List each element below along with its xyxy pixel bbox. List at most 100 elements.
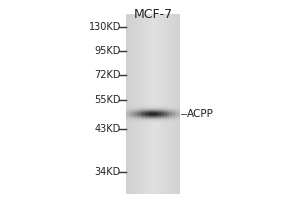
Bar	[172, 116, 175, 117]
Bar	[172, 113, 175, 114]
Bar	[126, 109, 129, 110]
Text: 72KD: 72KD	[94, 70, 121, 80]
Bar	[169, 121, 172, 122]
Bar	[137, 104, 140, 105]
Bar	[172, 115, 175, 116]
Bar	[167, 111, 169, 112]
Bar	[140, 122, 142, 123]
Bar	[134, 114, 137, 115]
Bar	[137, 116, 140, 117]
Bar	[156, 121, 158, 122]
Bar	[167, 107, 169, 108]
Bar	[129, 121, 131, 122]
Bar	[158, 104, 161, 105]
Bar	[140, 110, 142, 111]
Bar	[177, 111, 180, 112]
Bar	[134, 105, 137, 106]
Bar	[156, 118, 158, 119]
Bar	[153, 111, 156, 112]
Bar	[164, 117, 166, 118]
Bar	[175, 121, 177, 122]
Bar	[158, 116, 161, 117]
Bar	[145, 122, 148, 123]
Bar	[134, 113, 137, 114]
Bar	[164, 118, 166, 119]
Bar	[129, 110, 131, 111]
Bar	[153, 105, 156, 106]
Bar	[140, 105, 142, 106]
Bar	[129, 120, 131, 121]
Bar	[177, 109, 180, 110]
Bar	[148, 123, 150, 124]
Bar	[126, 120, 129, 121]
Bar	[137, 120, 140, 121]
Bar	[142, 107, 145, 108]
Bar	[153, 120, 156, 121]
Bar	[175, 104, 177, 105]
Bar	[150, 117, 153, 118]
Bar	[126, 119, 129, 120]
Bar	[142, 106, 145, 107]
Bar	[153, 108, 156, 109]
Bar	[164, 109, 166, 110]
Bar	[167, 117, 169, 118]
Bar	[134, 120, 137, 121]
Bar	[153, 115, 156, 116]
Bar	[172, 122, 175, 123]
Bar	[126, 121, 129, 122]
Bar	[148, 113, 150, 114]
Bar	[156, 113, 158, 114]
Bar	[150, 122, 153, 123]
Bar	[164, 112, 166, 113]
Bar	[175, 110, 177, 111]
Bar	[164, 121, 166, 122]
Bar	[142, 122, 145, 123]
Bar	[131, 122, 134, 123]
Bar	[177, 112, 180, 113]
Bar	[148, 108, 150, 109]
Bar	[137, 112, 140, 113]
Bar	[148, 117, 150, 118]
Bar	[156, 111, 158, 112]
Bar	[126, 116, 129, 117]
Bar	[177, 108, 180, 109]
Bar	[126, 110, 129, 111]
Bar	[153, 116, 156, 117]
Bar	[142, 110, 145, 111]
Bar	[172, 112, 175, 113]
Bar	[172, 123, 175, 124]
Bar	[175, 123, 177, 124]
Bar	[167, 110, 169, 111]
Bar	[156, 112, 158, 113]
Bar	[175, 108, 177, 109]
Bar	[164, 108, 166, 109]
Bar	[131, 119, 134, 120]
Bar	[169, 115, 172, 116]
Bar	[145, 119, 148, 120]
Bar	[126, 112, 129, 113]
Bar	[167, 121, 169, 122]
Bar	[142, 116, 145, 117]
Bar	[134, 106, 137, 107]
Bar	[129, 118, 131, 119]
Bar	[129, 115, 131, 116]
Bar	[142, 111, 145, 112]
Bar	[156, 117, 158, 118]
Bar	[150, 119, 153, 120]
Bar	[169, 111, 172, 112]
Bar	[142, 123, 145, 124]
Bar	[145, 105, 148, 106]
Bar	[129, 109, 131, 110]
Bar	[150, 109, 153, 110]
Bar	[161, 112, 164, 113]
Bar	[131, 117, 134, 118]
Bar	[145, 117, 148, 118]
Bar	[150, 116, 153, 117]
Bar	[150, 115, 153, 116]
Bar	[145, 104, 148, 105]
Bar	[164, 122, 166, 123]
Bar	[167, 116, 169, 117]
Bar	[137, 106, 140, 107]
Bar	[145, 118, 148, 119]
Bar	[131, 108, 134, 109]
